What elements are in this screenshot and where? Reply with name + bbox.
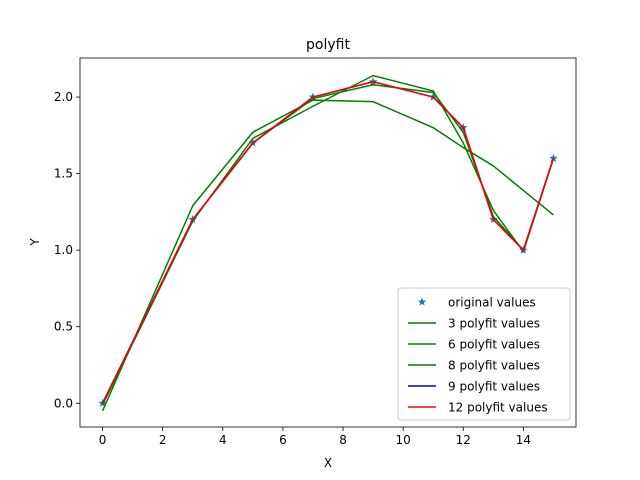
legend-marker-star	[417, 297, 427, 306]
y-tick-label: 2.0	[54, 90, 73, 104]
axes-frame	[79, 57, 577, 428]
x-tick-label: 8	[339, 433, 347, 447]
legend: original values 3 polyfit values 6 polyfit…	[397, 287, 571, 421]
x-tick-label: 14	[516, 433, 531, 447]
x-tick-label: 6	[279, 433, 287, 447]
data-point-star	[549, 153, 558, 162]
series-line	[101, 80, 555, 404]
legend-label: 3 polyfit values	[448, 317, 540, 331]
y-axis-label: Y	[28, 238, 42, 247]
x-tick-label: 2	[159, 433, 167, 447]
y-tick-label: 1.5	[54, 167, 73, 181]
x-tick-label: 12	[456, 433, 471, 447]
legend-label: 9 polyfit values	[448, 380, 540, 394]
y-tick-label: 1.0	[54, 243, 73, 257]
x-tick-label: 0	[99, 433, 107, 447]
x-tick-label: 4	[219, 433, 227, 447]
plot-area	[98, 74, 558, 412]
legend-label: original values	[448, 296, 536, 310]
x-axis-label: X	[324, 456, 332, 470]
legend-label: 8 polyfit values	[448, 359, 540, 373]
y-tick-label: 0.0	[54, 396, 73, 410]
legend-box	[397, 287, 571, 421]
legend-label: 12 polyfit values	[448, 401, 548, 415]
series-line	[101, 99, 554, 412]
y-tick-label: 0.5	[54, 320, 73, 334]
chart-title: polyfit	[306, 37, 350, 53]
legend-label: 6 polyfit values	[448, 338, 540, 352]
axes: 0 2 4 6 8 10 12 14 0.0 0.5 1.0 1.5 2.0	[54, 57, 577, 447]
x-tick-label: 10	[396, 433, 411, 447]
series-line	[101, 74, 555, 406]
